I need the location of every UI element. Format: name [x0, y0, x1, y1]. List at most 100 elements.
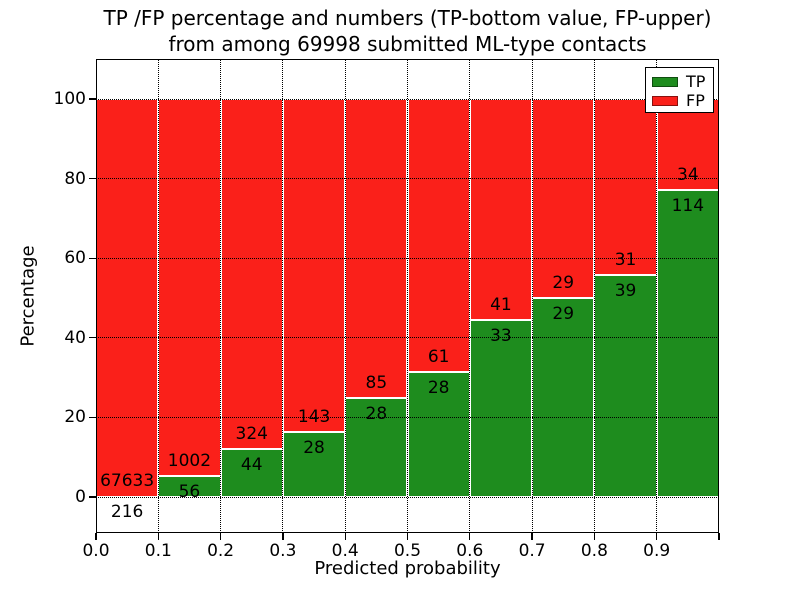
x-tick-label: 0.8 [580, 541, 608, 561]
y-tick-mark [89, 98, 96, 100]
x-tick-mark [718, 533, 720, 540]
x-tick-mark [344, 533, 346, 540]
bar-segment-tp [469, 319, 533, 497]
x-tick-label: 0.0 [82, 541, 110, 561]
vertical-gridline [469, 59, 471, 533]
y-tick-mark [89, 416, 96, 419]
horizontal-gridline [96, 257, 719, 259]
bar-segment-tp [220, 449, 283, 497]
horizontal-gridline [96, 496, 719, 498]
y-tick-label: 80 [64, 168, 86, 189]
bar-segment-fp [220, 99, 283, 450]
tp-count-label: 39 [614, 281, 637, 302]
legend-fp-label: FP [686, 90, 705, 110]
y-tick-label: 0 [75, 487, 86, 507]
horizontal-gridline [96, 337, 719, 339]
tp-count-label: 114 [671, 196, 705, 217]
y-tick-mark [89, 177, 96, 180]
y-tick-mark [89, 337, 96, 339]
x-tick-label: 0.3 [269, 541, 297, 561]
bar-segment-tp [282, 431, 346, 497]
bar-segment-fp [469, 99, 533, 320]
fp-count-label: 31 [614, 250, 637, 271]
tp-count-label: 44 [240, 455, 263, 476]
legend-tp-swatch-icon [652, 76, 678, 87]
x-tick-mark [95, 533, 97, 540]
x-tick-label: 0.6 [456, 541, 484, 561]
legend-fp-swatch-icon [652, 95, 678, 106]
vertical-gridline [344, 59, 346, 533]
x-tick-mark [531, 533, 533, 540]
bar-segment-fp [96, 99, 159, 497]
bar-segment-fp [407, 99, 470, 372]
fp-count-label: 324 [235, 424, 268, 445]
vertical-gridline [282, 59, 284, 533]
fp-count-label: 85 [365, 373, 388, 394]
fp-count-label: 67633 [100, 470, 155, 491]
x-tick-mark [282, 533, 284, 540]
tp-count-label: 28 [365, 404, 388, 425]
vertical-gridline [656, 59, 658, 533]
bar-segment-tp [532, 298, 595, 497]
vertical-gridline [593, 59, 595, 533]
horizontal-gridline [96, 98, 719, 100]
plot-area: 67633 216 1002 56 324 44 143 28 85 28 61 28 41 33 29 29… [96, 59, 719, 533]
x-tick-mark [219, 533, 222, 540]
x-tick-label: 0.2 [207, 541, 235, 561]
bar-segment-fp [345, 99, 408, 399]
y-tick-label: 20 [64, 407, 86, 428]
vertical-gridline [220, 59, 222, 533]
bar-segment-fp [282, 99, 346, 432]
bar-segment-fp [594, 99, 657, 276]
bar-segment-tp [656, 190, 719, 497]
y-tick-label: 60 [64, 248, 86, 269]
bar-segment-tp [594, 275, 657, 497]
bar-segment-fp [656, 99, 719, 191]
x-tick-mark [593, 533, 596, 540]
legend-item-tp: TP [652, 72, 707, 91]
tp-count-label: 28 [303, 437, 325, 458]
bar-segment-tp [407, 371, 470, 497]
y-tick-label: 100 [53, 89, 86, 109]
vertical-gridline [407, 59, 408, 533]
legend-tp-label: TP [686, 71, 706, 91]
chart-title-line1: TP /FP percentage and numbers (TP-bottom… [103, 6, 712, 30]
bar-segment-fp [158, 99, 221, 476]
x-tick-label: 0.1 [144, 541, 172, 561]
tp-count-label: 216 [110, 501, 144, 522]
legend: TP FP [645, 67, 714, 113]
vertical-gridline [157, 59, 159, 533]
y-axis-label: Percentage [17, 245, 39, 347]
tp-count-label: 29 [552, 304, 575, 324]
y-tick-mark [89, 257, 96, 259]
chart-title: TP /FP percentage and numbers (TP-bottom… [96, 5, 719, 57]
horizontal-gridline [96, 178, 719, 180]
y-tick-mark [89, 496, 96, 498]
chart-title-line2: from among 69998 submitted ML-type conta… [168, 32, 647, 56]
tp-count-label: 56 [178, 481, 201, 502]
x-tick-mark [157, 533, 159, 540]
legend-item-fp: FP [652, 91, 707, 110]
y-tick-label: 40 [64, 327, 86, 348]
x-tick-label: 0.9 [643, 541, 671, 561]
fp-count-label: 29 [552, 273, 575, 293]
tp-count-label: 28 [427, 377, 450, 398]
fp-count-label: 1002 [167, 450, 212, 471]
x-tick-label: 0.4 [331, 541, 359, 561]
fp-count-label: 34 [677, 165, 699, 186]
fp-count-label: 61 [427, 346, 450, 367]
x-tick-label: 0.7 [518, 541, 546, 561]
fp-count-label: 143 [297, 406, 331, 427]
vertical-gridline [531, 59, 533, 533]
bar-segment-tp [158, 475, 221, 497]
horizontal-gridline [96, 416, 719, 418]
bar-segment-fp [532, 99, 595, 298]
x-axis-label: Predicted probability [314, 558, 501, 579]
x-tick-mark [406, 533, 409, 540]
x-tick-mark [656, 533, 658, 540]
x-tick-label: 0.5 [393, 541, 422, 561]
fp-count-label: 41 [490, 294, 512, 315]
x-tick-mark [469, 533, 471, 540]
tp-count-label: 33 [490, 325, 512, 346]
